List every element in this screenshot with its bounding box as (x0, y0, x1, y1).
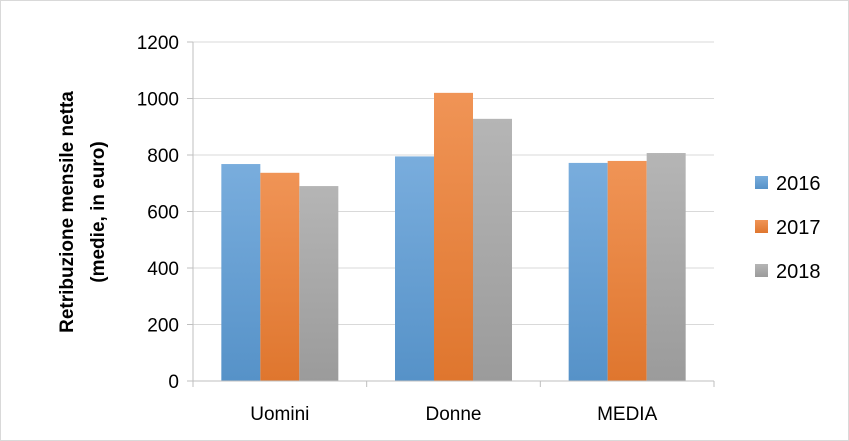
x-category-label: Uomini (250, 404, 309, 425)
legend-label-2018: 2018 (776, 261, 821, 283)
y-tick-label: 1000 (137, 90, 179, 111)
y-tick-label: 0 (168, 372, 179, 393)
y-axis-label: Retribuzione mensile netta (medie, in eu… (57, 91, 109, 333)
legend-swatch-2017 (755, 220, 768, 233)
y-tick-label: 800 (147, 146, 179, 167)
y-axis-label-line-2: (medie, in euro) (88, 141, 109, 282)
x-category-labels: Uomini Donne MEDIA (250, 404, 657, 425)
y-tick-label: 400 (147, 259, 179, 280)
bar-media-2016 (568, 162, 608, 381)
x-category-label: MEDIA (597, 404, 658, 425)
bar-donne-2017 (434, 92, 473, 381)
legend-swatch-2016 (755, 176, 768, 189)
bar-uomini-2018 (299, 186, 339, 381)
bar-media-2017 (607, 160, 647, 381)
y-tick-label: 200 (147, 316, 179, 337)
y-tick-label: 1200 (137, 33, 179, 54)
bar-uomini-2017 (260, 172, 300, 381)
y-tick-label: 600 (147, 203, 179, 224)
legend-label-2016: 2016 (776, 173, 821, 195)
bars (221, 92, 686, 381)
bar-media-2018 (646, 153, 686, 381)
axes (187, 41, 715, 387)
x-category-label: Donne (426, 404, 482, 425)
legend-label-2017: 2017 (776, 217, 821, 239)
bar-donne-2018 (473, 118, 512, 381)
y-tick-labels: 0 200 400 600 800 1000 1200 (137, 33, 179, 393)
bar-donne-2016 (395, 156, 434, 381)
legend-swatch-2018 (755, 264, 768, 277)
legend: 2016 2017 2018 (755, 173, 821, 283)
bar-uomini-2016 (221, 164, 261, 381)
y-axis-label-line-1: Retribuzione mensile netta (57, 91, 78, 333)
